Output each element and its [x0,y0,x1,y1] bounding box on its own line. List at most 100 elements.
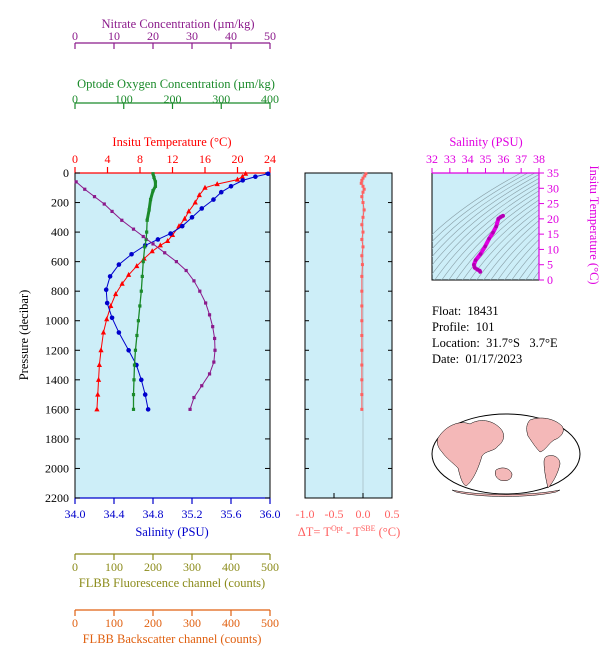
main-profile-panel [74,172,271,499]
salinity-point [116,262,122,267]
salinity-tick-label: 36.0 [260,507,281,521]
ts-contour-group [432,163,609,284]
salinity-axis-title: Salinity (PSU) [135,525,208,539]
temperature-point [104,316,110,322]
oxygen-point [139,289,143,293]
salinity-point [129,251,134,257]
delta-t-tick-label: -1.0 [296,507,315,521]
ts-density-contour [462,204,539,280]
nitrate-tick-label: 40 [225,29,237,43]
salinity-point [179,223,185,229]
salinity-point [228,183,234,189]
temperature-tick-label: 24 [264,152,276,166]
salinity-point [126,347,131,353]
delta-t-point [361,230,365,234]
temperature-point [96,362,102,368]
delta-t-tick-label: 0.0 [356,507,371,521]
salinity-tick-label: 35.2 [182,507,203,521]
fluorescence-tick-label: 100 [105,560,123,574]
nitrate-point [192,395,196,400]
fluorescence-axis-title: FLBB Fluorescence channel (counts) [79,576,265,590]
ts-point [501,214,505,218]
ts-density-contour [455,199,539,280]
pressure-tick-label: 1200 [45,343,69,357]
ts-point [472,262,476,267]
ts-temperature-title: Insitu Temperature (°C) [587,165,601,284]
ts-ytick-label: 0 [547,273,553,287]
temperature-tick-label: 4 [105,152,111,166]
oxygen-tick-label: 100 [115,92,133,106]
ts-xtick-label: 37 [515,152,527,166]
ts-ytick-label: 30 [547,181,559,195]
nitrate-point [192,279,196,283]
oxygen-tick-label: 300 [212,92,230,106]
temperature-point [214,181,220,187]
ts-point [475,267,480,272]
pressure-tick-label: 1000 [45,314,69,328]
temperature-point [192,199,198,205]
temperature-point [126,271,132,277]
salinity-point [107,274,113,279]
ts-series [471,213,505,274]
ts-density-contour [476,214,539,280]
ts-point [473,258,478,262]
delta-t-point [361,201,365,205]
delta-t-point [360,378,364,382]
fluorescence-tick-label: 500 [261,560,279,574]
nitrate-point [174,260,178,264]
ts-xtick-label: 34 [462,152,474,166]
nitrate-point [110,209,114,214]
delta-t-point [362,208,366,212]
temperature-point [149,248,155,254]
delta-t-point [360,319,364,323]
pressure-tick-label: 1400 [45,373,69,387]
oxygen-point [132,363,137,367]
ts-density-contour [565,163,609,284]
ts-density-contour [432,173,522,236]
nitrate-point [92,195,97,199]
temperature-point [108,302,114,308]
oxygen-tick-label: 0 [72,92,78,106]
temperature-point [98,347,104,353]
ts-xtick-label: 33 [444,152,456,166]
delta-t-point [361,215,365,219]
fluorescence-tick-label: 200 [144,560,162,574]
pressure-tick-label: 1800 [45,432,69,446]
pressure-tick-label: 0 [63,166,69,180]
ts-ytick-label: 10 [547,242,559,256]
ts-salinity-title: Salinity (PSU) [449,135,522,149]
temperature-axis-title: Insitu Temperature (°C) [112,135,231,149]
delta-t-series [359,172,368,411]
temperature-point [113,291,119,297]
salinity-point [199,206,205,211]
temperature-tick-label: 8 [137,152,143,166]
ts-density-contour [525,262,539,280]
nitrate-axis-title: Nitrate Concentration (µm/kg) [102,17,255,31]
temperature-point [95,376,102,382]
temperature-tick-label: 16 [199,152,211,166]
delta-t-point [359,181,363,185]
ts-xtick-label: 36 [497,152,509,166]
nitrate-point [211,325,215,329]
delta-t-panel [304,172,393,499]
salinity-point [265,171,271,177]
ts-density-contour [511,246,539,280]
oxygen-point [140,274,144,279]
ts-density-contour [497,232,539,280]
ts-density-contour [432,174,539,258]
oxygen-point [131,392,136,397]
oxygen-point [136,319,140,323]
delta-t-point [362,187,366,191]
delta-t-tick-label: 0.5 [385,507,400,521]
oxygen-point [141,260,145,264]
fluorescence-tick-label: 300 [183,560,201,574]
ts-xtick-label: 38 [533,152,545,166]
temperature-point [157,242,163,248]
oxygen-axis-title: Optode Oxygen Concentration (µm/kg) [77,77,275,91]
ts-density-contour [434,186,539,280]
nitrate-point [198,289,202,293]
nitrate-point [207,313,212,317]
delta-t-point [360,237,364,241]
nitrate-point [141,234,145,239]
temperature-point [196,192,202,198]
